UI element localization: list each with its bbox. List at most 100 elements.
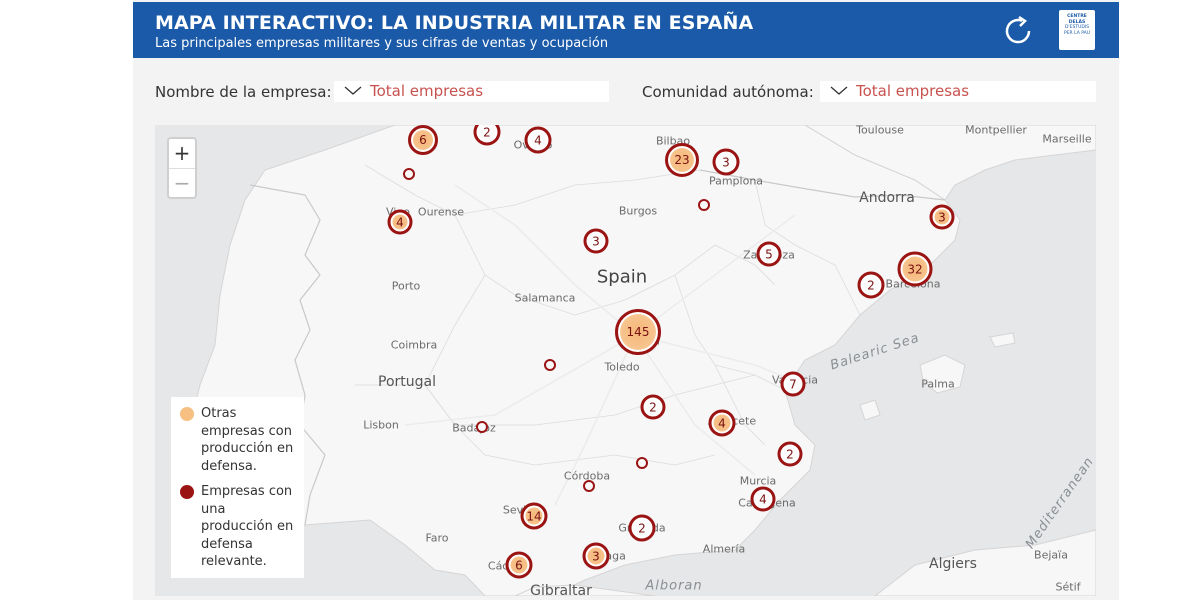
cluster-count: 3 <box>938 210 946 224</box>
legend-label-other: Otras empresas con producción en defensa… <box>201 406 294 474</box>
place-label: Marseille <box>1042 132 1092 146</box>
portugal-border <box>249 184 326 526</box>
company-cluster-marker[interactable]: 4 <box>524 126 552 154</box>
company-cluster-marker[interactable] <box>544 359 556 371</box>
cluster-count: 2 <box>649 400 657 414</box>
place-label: Gibraltar <box>530 583 592 596</box>
cluster-count: 4 <box>396 215 404 229</box>
company-cluster-marker[interactable] <box>476 421 488 433</box>
company-cluster-marker[interactable]: 14 <box>520 502 548 530</box>
map-app: MAPA INTERACTIVO: LA INDUSTRIA MILITAR E… <box>133 0 1119 600</box>
legend-dot-relevant <box>180 485 194 499</box>
company-filter-label: Nombre de la empresa: <box>155 83 332 101</box>
cluster-count: 5 <box>765 247 773 261</box>
ibiza-land <box>859 399 881 421</box>
company-select-value: Total empresas <box>370 82 484 100</box>
cluster-count: 23 <box>674 153 690 167</box>
company-cluster-marker[interactable]: 3 <box>712 148 740 176</box>
place-label: Porto <box>391 279 421 293</box>
legend-label-relevant: Empresas con una producción en defensa r… <box>201 484 294 569</box>
company-cluster-marker[interactable]: 3 <box>582 542 610 570</box>
company-cluster-marker[interactable]: 2 <box>857 271 885 299</box>
place-label: Ourense <box>417 205 465 219</box>
company-cluster-marker[interactable]: 32 <box>897 251 933 287</box>
cluster-count: 2 <box>638 521 646 535</box>
company-cluster-marker[interactable]: 5 <box>756 241 782 267</box>
place-label: Bejaïa <box>1034 548 1068 562</box>
page-subtitle: Las principales empresas militares y sus… <box>155 36 609 51</box>
place-label: Algiers <box>929 556 977 572</box>
map-canvas[interactable]: Spain Portugal Andorra Toulouse Montpellier M… <box>155 125 1096 596</box>
place-label: Montpellier <box>965 125 1027 137</box>
place-label: Sétif <box>1055 580 1081 594</box>
cluster-count: 32 <box>907 262 923 276</box>
logo-line-1: CENTRE DELÀS <box>1067 14 1087 25</box>
region-filter-label: Comunidad autónoma: <box>642 83 814 101</box>
place-label: Murcia <box>739 474 777 488</box>
place-label: Toledo <box>604 360 640 374</box>
place-label: Toulouse <box>856 125 904 137</box>
company-cluster-marker[interactable]: 6 <box>408 125 438 155</box>
cluster-count: 14 <box>526 509 542 523</box>
cluster-count: 3 <box>722 155 730 169</box>
company-cluster-marker[interactable]: 7 <box>780 371 806 397</box>
refresh-icon[interactable] <box>1001 14 1035 48</box>
company-cluster-marker[interactable]: 3 <box>583 228 609 254</box>
cluster-count: 3 <box>592 234 600 248</box>
page-title: MAPA INTERACTIVO: LA INDUSTRIA MILITAR E… <box>155 12 754 34</box>
place-label: Palma <box>921 377 955 391</box>
company-cluster-marker[interactable] <box>636 457 648 469</box>
header: MAPA INTERACTIVO: LA INDUSTRIA MILITAR E… <box>133 2 1119 58</box>
centre-delas-logo: CENTRE DELÀS D'ESTUDIS PER LA PAU <box>1059 10 1095 50</box>
company-cluster-marker[interactable] <box>698 199 710 211</box>
company-cluster-marker[interactable]: 2 <box>628 514 656 542</box>
company-cluster-marker[interactable] <box>403 168 415 180</box>
company-select[interactable]: Total empresas <box>334 81 609 102</box>
cluster-count: 145 <box>626 325 650 339</box>
legend-item-other: Otras empresas con producción en defensa… <box>180 405 298 475</box>
cluster-count: 2 <box>483 125 491 139</box>
legend-dot-other <box>180 407 194 421</box>
zoom-in-button[interactable]: + <box>173 141 191 165</box>
cluster-count: 6 <box>419 133 427 147</box>
company-cluster-marker[interactable]: 2 <box>777 441 803 467</box>
place-label: Alboran <box>645 578 703 594</box>
company-cluster-marker[interactable]: 4 <box>387 209 413 235</box>
region-select[interactable]: Total empresas <box>820 81 1096 102</box>
place-label: Faro <box>425 531 449 545</box>
zoom-out-button[interactable]: − <box>169 168 195 198</box>
company-cluster-marker[interactable]: 6 <box>505 551 533 579</box>
place-label: Pamplona <box>708 174 764 188</box>
company-cluster-marker[interactable]: 3 <box>929 204 955 230</box>
africa-land <box>514 584 656 596</box>
cluster-count: 2 <box>786 447 794 461</box>
pyrenees-border <box>699 169 946 201</box>
mallorca-land <box>919 354 966 394</box>
company-cluster-marker[interactable]: 4 <box>708 409 736 437</box>
chevron-down-icon <box>830 86 848 95</box>
france-land <box>804 125 1096 201</box>
cluster-count: 7 <box>789 377 797 391</box>
region-select-value: Total empresas <box>856 82 970 100</box>
cluster-count: 4 <box>718 416 726 430</box>
cluster-count: 2 <box>867 278 875 292</box>
place-label: Burgos <box>618 204 658 218</box>
place-label: Spain <box>596 266 648 288</box>
company-cluster-marker[interactable]: 2 <box>473 125 501 146</box>
zoom-control: + − <box>167 137 197 199</box>
cluster-count: 4 <box>534 133 542 147</box>
company-cluster-marker[interactable]: 2 <box>640 394 666 420</box>
cluster-count: 3 <box>592 549 600 563</box>
chevron-down-icon <box>344 86 362 95</box>
place-label: Badajoz <box>452 421 496 435</box>
cluster-count: 4 <box>759 492 767 506</box>
company-cluster-marker[interactable]: 4 <box>750 486 776 512</box>
menorca-land <box>989 332 1016 348</box>
company-cluster-marker[interactable] <box>583 480 595 492</box>
company-cluster-marker[interactable]: 23 <box>665 143 699 177</box>
place-label: Coimbra <box>390 338 438 352</box>
cluster-count: 6 <box>515 558 523 572</box>
company-cluster-marker[interactable]: 145 <box>615 309 661 355</box>
logo-line-3: PER LA PAU <box>1063 30 1091 36</box>
place-label: Lisbon <box>363 418 399 432</box>
